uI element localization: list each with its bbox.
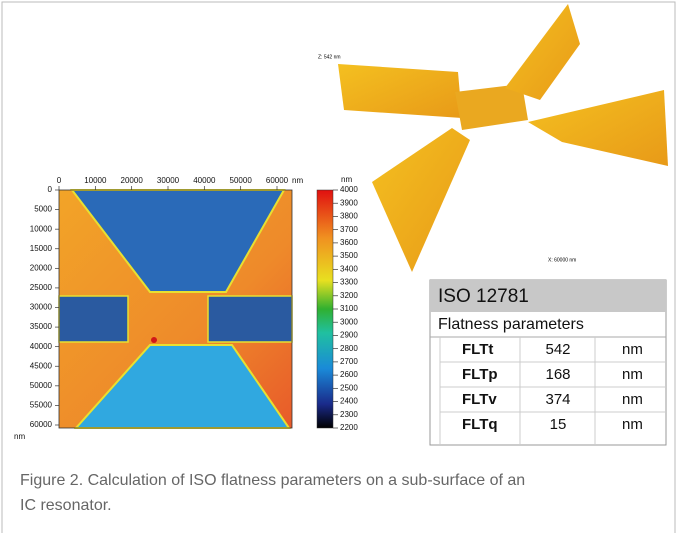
colorbar-tick-label: 2300 [340,410,358,419]
y-tick-label: 35000 [30,322,53,331]
table-title: ISO 12781 [438,286,529,307]
x-tick-label: 0 [57,176,62,185]
y-tick-label: 0 [48,185,53,194]
param-value: 374 [545,391,570,408]
y-tick-label: 50000 [30,381,53,390]
colorbar-tick-label: 2800 [340,344,358,353]
param-value: 168 [545,366,570,383]
y-unit: nm [14,432,25,441]
colorbar-tick-label: 2900 [340,331,358,340]
colorbar-tick-label: 2600 [340,370,358,379]
table-rows: FLTt 542 nm FLTp 168 nm FLTv 374 nm FLTq 15 nm [462,341,643,433]
colorbar-unit: nm [341,175,352,184]
param-value: 15 [550,416,567,433]
colorbar-tick-label: 3500 [340,251,358,260]
table-subtitle: Flatness parameters [438,316,584,333]
colorbar-tick-label: 3300 [340,278,358,287]
y-tick-label: 40000 [30,342,53,351]
param-unit: nm [622,391,643,408]
y-tick-label: 55000 [30,401,53,410]
y-tick-label: 25000 [30,283,53,292]
colorbar-tick-label: 3600 [340,238,358,247]
y-tick-label: 60000 [30,420,53,429]
y-tick-label: 10000 [30,224,53,233]
param-name: FLTt [462,341,493,358]
colorbar-tick-label: 2500 [340,383,358,392]
colorbar-tick-label: 4000 [340,185,358,194]
x-tick-label: 10000 [84,176,107,185]
param-name: FLTv [462,391,497,408]
x-tick-label: 20000 [121,176,144,185]
colorbar-tick-label: 3000 [340,317,358,326]
param-name: FLTp [462,366,498,383]
y-tick-label: 5000 [34,205,52,214]
y-tick-label: 45000 [30,361,53,370]
colorbar-tick-label: 3100 [340,304,358,313]
y-tick-label: 30000 [30,303,53,312]
y-tick-label: 15000 [30,244,53,253]
colorbar-tick-label: 2700 [340,357,358,366]
colorbar-tick-label: 3800 [340,212,358,221]
colorbar-tick-label: 3700 [340,225,358,234]
caption-line: Figure 2. Calculation of ISO flatness pa… [20,472,525,489]
colorbar-tick-label: 3200 [340,291,358,300]
x-unit: nm [292,176,303,185]
y-tick-label: 20000 [30,263,53,272]
param-unit: nm [622,341,643,358]
x-tick-label: 60000 [266,176,289,185]
caption-line: IC resonator. [20,497,112,514]
table [429,279,667,446]
x-tick-label: 50000 [230,176,253,185]
param-name: FLTq [462,416,498,433]
axes: 0 10000 20000 30000 40000 50000 60000 nm0500010… [14,175,358,441]
colorbar-tick-label: 3400 [340,264,358,273]
surface-3d [338,4,668,272]
param-unit: nm [622,416,643,433]
colorbar-tick-label: 2400 [340,397,358,406]
x-label: X: 60000 nm [548,257,576,263]
height-map [58,189,293,429]
x-tick-label: 30000 [157,176,180,185]
x-tick-label: 40000 [193,176,216,185]
colorbar-tick-label: 3900 [340,198,358,207]
colorbar [316,189,334,429]
z-label: Z: 542 nm [318,54,341,60]
param-value: 542 [545,341,570,358]
colorbar-tick-label: 2200 [340,423,358,432]
param-unit: nm [622,366,643,383]
